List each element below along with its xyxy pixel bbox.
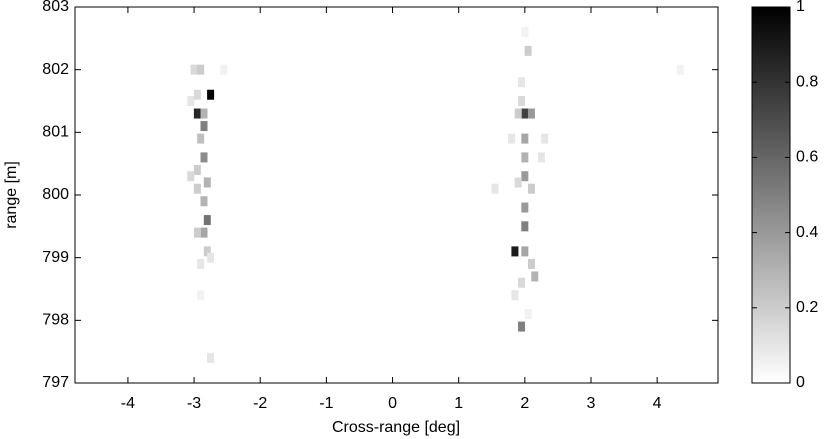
heatmap-cell bbox=[521, 152, 529, 163]
y-tick-label: 803 bbox=[42, 0, 69, 15]
heatmap-cell bbox=[521, 27, 529, 38]
heatmap-cell bbox=[511, 246, 519, 257]
heatmap-cell bbox=[676, 64, 684, 75]
heatmap-cell bbox=[527, 258, 535, 269]
y-tick-label: 798 bbox=[42, 312, 69, 329]
y-axis-label: range [m] bbox=[3, 161, 20, 229]
heatmap-cell bbox=[193, 89, 201, 100]
heatmap-cell bbox=[521, 202, 529, 213]
plot-frame bbox=[74, 6, 719, 384]
heatmap-cell bbox=[197, 133, 205, 144]
heatmap-cell bbox=[187, 96, 195, 106]
colorbar-tick-label: 1 bbox=[796, 0, 805, 15]
x-tick-label: 4 bbox=[653, 395, 662, 412]
heatmap-cell bbox=[491, 183, 499, 194]
heatmap-cell bbox=[524, 45, 532, 56]
heatmap-cell bbox=[193, 108, 201, 119]
heatmap-cell bbox=[200, 152, 208, 163]
heatmap-cell bbox=[200, 196, 208, 207]
heatmap-cell bbox=[203, 215, 211, 226]
colorbar-tick-label: 0.6 bbox=[796, 149, 818, 166]
heatmap-cell bbox=[200, 108, 208, 119]
x-tick-label: -3 bbox=[187, 395, 201, 412]
heatmap-cell bbox=[207, 352, 215, 363]
x-tick-label: -4 bbox=[121, 395, 135, 412]
heatmap-cell bbox=[527, 183, 535, 194]
x-tick-label: 3 bbox=[587, 395, 596, 412]
x-axis-label: Cross-range [deg] bbox=[332, 419, 460, 436]
heatmap-cells bbox=[187, 27, 684, 363]
heatmap-cell bbox=[518, 77, 526, 88]
heatmap-cell bbox=[518, 277, 526, 288]
heatmap-cell bbox=[518, 321, 526, 332]
heatmap-cell bbox=[521, 221, 529, 232]
heatmap-cell bbox=[207, 89, 215, 100]
heatmap-cell bbox=[521, 108, 529, 119]
y-tick-label: 801 bbox=[42, 124, 69, 141]
heatmap-cell bbox=[524, 309, 532, 320]
heatmap-cell bbox=[508, 133, 516, 144]
heatmap-cell bbox=[200, 121, 208, 132]
x-tick-label: 2 bbox=[520, 395, 529, 412]
heatmap-cell bbox=[511, 290, 519, 301]
heatmap-cell bbox=[521, 246, 529, 257]
colorbar-tick-label: 0.4 bbox=[796, 224, 818, 241]
y-tick-label: 800 bbox=[42, 186, 69, 203]
heatmap-cell bbox=[514, 177, 522, 188]
heatmap-cell bbox=[541, 133, 549, 144]
heatmap-cell bbox=[187, 171, 195, 182]
heatmap-cell bbox=[220, 64, 228, 75]
colorbar-tick-label: 0.8 bbox=[796, 73, 818, 90]
y-tick-label: 802 bbox=[42, 61, 69, 78]
heatmap-cell bbox=[193, 164, 201, 175]
heatmap-cell bbox=[521, 133, 529, 144]
heatmap-cell bbox=[197, 258, 205, 269]
heatmap-cell bbox=[197, 290, 205, 301]
x-tick-label: 0 bbox=[388, 395, 397, 412]
heatmap-cell bbox=[518, 96, 526, 106]
colorbar-tick-label: 0.2 bbox=[796, 299, 818, 316]
y-tick-label: 799 bbox=[42, 249, 69, 266]
heatmap-cell bbox=[193, 183, 201, 194]
y-tick-label: 797 bbox=[42, 374, 69, 391]
heatmap-cell bbox=[521, 171, 529, 182]
heatmap-cell bbox=[190, 64, 198, 75]
heatmap-cell bbox=[197, 64, 205, 75]
colorbar bbox=[751, 6, 791, 384]
heatmap-cell bbox=[531, 271, 539, 282]
heatmap-cell bbox=[514, 108, 522, 119]
colorbar-tick-label: 0 bbox=[796, 374, 805, 391]
heatmap-cell bbox=[537, 152, 545, 163]
heatmap-cell bbox=[527, 108, 535, 119]
heatmap-cell bbox=[203, 177, 211, 188]
x-tick-label: 1 bbox=[454, 395, 463, 412]
x-tick-label: -1 bbox=[319, 395, 333, 412]
heatmap-cell bbox=[200, 227, 208, 238]
x-tick-label: -2 bbox=[253, 395, 267, 412]
heatmap-cell bbox=[203, 246, 211, 257]
heatmap-cell bbox=[193, 227, 201, 238]
heatmap-cell bbox=[207, 252, 215, 263]
